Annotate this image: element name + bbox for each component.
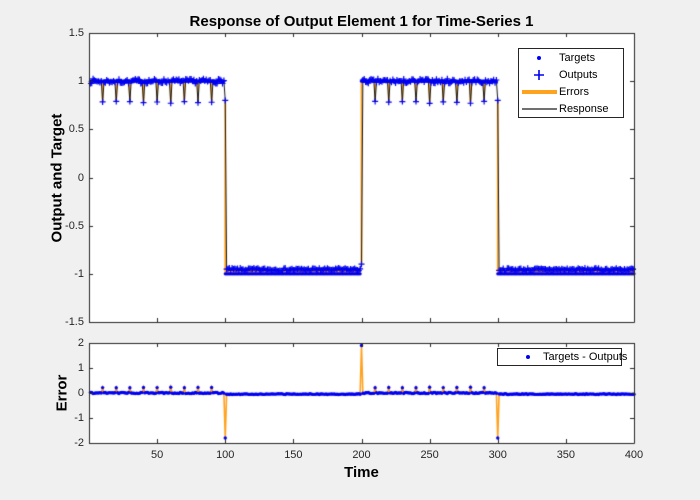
- x-tick-label: 150: [284, 449, 303, 461]
- y-tick-label-top-plot: 1: [77, 75, 84, 88]
- targets-dot-icon: [537, 55, 541, 60]
- y-tick-label-bottom-plot: 0: [77, 387, 84, 399]
- outputs-plus-icon: [534, 69, 544, 80]
- legend-row-targets: Targets: [519, 49, 623, 66]
- legend-response-plot: Targets Outputs Errors Response: [518, 48, 624, 118]
- x-tick-label: 50: [151, 449, 164, 461]
- x-tick-label: 350: [556, 449, 576, 461]
- response-line-icon: [522, 107, 557, 110]
- legend-label-outputs: Outputs: [559, 68, 598, 81]
- legend-error-plot: Targets - Outputs: [497, 348, 627, 366]
- y-tick-label-bottom-plot: -2: [74, 437, 84, 449]
- legend-label-targets: Targets: [559, 51, 596, 64]
- targets-outputs-dot-icon: [526, 354, 530, 359]
- legend-row-errors: Errors: [519, 83, 623, 100]
- x-axis-label-time: Time: [344, 464, 379, 481]
- x-tick-label: 250: [420, 449, 439, 461]
- legend-row-outputs: Outputs: [519, 66, 623, 83]
- legend-label-targets-outputs: Targets - Outputs: [543, 350, 628, 363]
- x-tick-label: 200: [352, 449, 371, 461]
- legend-row-response: Response: [519, 100, 623, 117]
- legend-label-response: Response: [559, 102, 609, 115]
- errors-line-icon: [522, 89, 557, 94]
- y-tick-label-top-plot: 0: [77, 171, 84, 184]
- legend-row-targets-outputs: Targets - Outputs: [498, 349, 627, 364]
- legend-label-errors: Errors: [559, 85, 589, 98]
- y-tick-label-top-plot: -0.5: [65, 219, 84, 232]
- y-tick-label-top-plot: -1.5: [65, 316, 84, 328]
- y-tick-label-top-plot: -1: [74, 267, 84, 280]
- y-tick-label-top-plot: 0.5: [68, 123, 84, 136]
- y-tick-label-bottom-plot: -1: [74, 412, 84, 424]
- x-tick-label: 100: [216, 449, 235, 461]
- x-tick-label: 400: [624, 449, 644, 461]
- y-tick-label-bottom-plot: 1: [77, 362, 84, 374]
- y-tick-label-top-plot: 1.5: [68, 27, 84, 39]
- y-tick-label-bottom-plot: 2: [77, 337, 84, 349]
- plot-title: Response of Output Element 1 for Time-Se…: [189, 13, 534, 30]
- x-tick-label: 300: [488, 449, 507, 461]
